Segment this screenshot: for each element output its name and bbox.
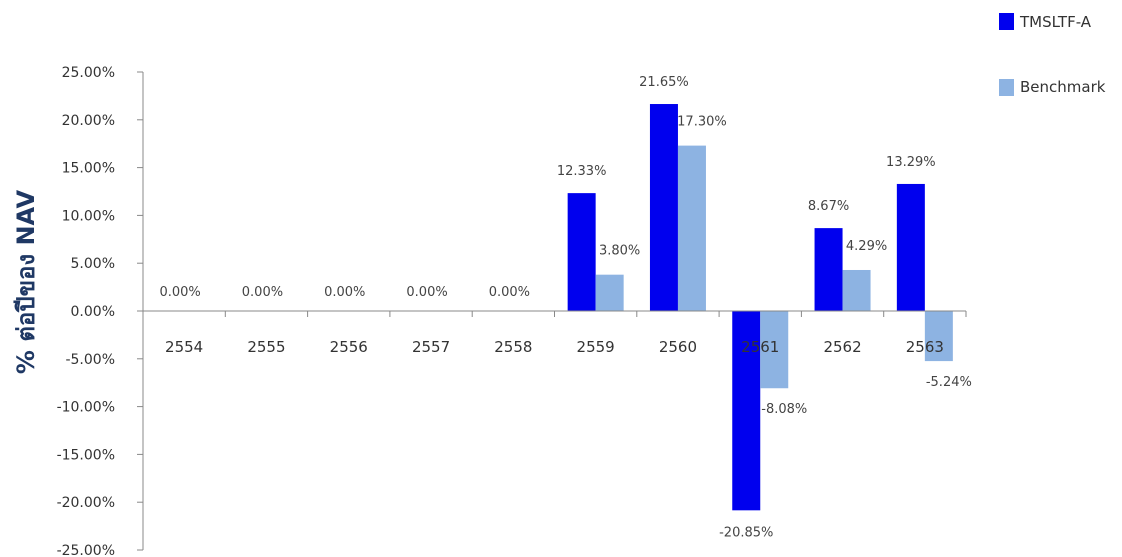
data-label-zero: 0.00%	[406, 285, 447, 300]
data-label-zero: 0.00%	[324, 285, 365, 300]
bar-benchmark-2561	[760, 311, 789, 389]
y-tick-label: -20.00%	[57, 495, 115, 511]
bars	[567, 104, 953, 511]
y-tick-label: 25.00%	[62, 65, 115, 81]
data-label: -5.24%	[926, 375, 972, 390]
legend-swatch-benchmark	[999, 79, 1014, 96]
y-axis: 25.00% 20.00% 15.00% 10.00% 5.00% 0.00% -5.00%…	[57, 65, 144, 557]
x-tick-label: 2560	[659, 338, 697, 356]
bar-tmsltf-a-2559	[567, 193, 596, 311]
y-tick-label: -15.00%	[57, 447, 115, 463]
data-label: 13.29%	[886, 155, 936, 170]
data-label-zero: 0.00%	[159, 285, 200, 300]
y-tick-label: -5.00%	[65, 352, 115, 368]
data-label-zero: 0.00%	[489, 285, 530, 300]
x-tick-label: 2557	[412, 338, 450, 356]
data-label: 8.67%	[808, 199, 849, 214]
bar-benchmark-2560	[677, 145, 706, 311]
data-labels: 0.00% 0.00% 0.00% 0.00% 0.00% 12.33% 3.80% 21.6…	[159, 75, 971, 540]
data-label: 3.80%	[599, 244, 640, 259]
x-tick-label: 2563	[906, 338, 944, 356]
bar-tmsltf-a-2562	[814, 228, 843, 311]
x-tick-label: 2561	[741, 338, 779, 356]
y-tick-label: -10.00%	[57, 400, 115, 416]
data-label: -20.85%	[719, 525, 773, 540]
x-tick-label: 2562	[823, 338, 861, 356]
bar-benchmark-2562	[842, 269, 871, 311]
x-tick-label: 2554	[165, 338, 203, 356]
y-tick-label: 15.00%	[62, 161, 115, 177]
y-tick-label: 20.00%	[62, 113, 115, 129]
bar-tmsltf-a-2563	[896, 183, 925, 311]
x-tick-label: 2559	[577, 338, 615, 356]
x-axis: 2554 2555 2556 2557 2558 2559 2560 2561 2562 2563	[142, 310, 967, 356]
data-label: 12.33%	[557, 164, 607, 179]
x-tick-label: 2558	[494, 338, 532, 356]
y-tick-label: -25.00%	[57, 543, 115, 557]
data-label: 21.65%	[639, 75, 689, 90]
legend-label-tmsltf-a: TMSLTF-A	[1019, 13, 1092, 31]
data-label: 4.29%	[846, 239, 887, 254]
data-label: 17.30%	[677, 115, 727, 130]
legend-label-benchmark: Benchmark	[1020, 78, 1106, 96]
y-tick-label: 10.00%	[62, 208, 115, 224]
bar-benchmark-2563	[924, 311, 953, 362]
x-tick-label: 2556	[330, 338, 368, 356]
bar-benchmark-2559	[595, 274, 624, 311]
bar-tmsltf-a-2560	[649, 104, 678, 311]
y-axis-title: % ต่อปีของ NAV	[12, 190, 40, 375]
x-tick-label: 2555	[247, 338, 285, 356]
bar-tmsltf-a-2561	[732, 311, 761, 511]
y-tick-label: 0.00%	[71, 304, 115, 320]
legend-swatch-tmsltf-a	[999, 13, 1014, 30]
data-label-zero: 0.00%	[242, 285, 283, 300]
legend: TMSLTF-A Benchmark	[999, 13, 1106, 96]
data-label: -8.08%	[761, 402, 807, 417]
y-tick-label: 5.00%	[71, 256, 115, 272]
